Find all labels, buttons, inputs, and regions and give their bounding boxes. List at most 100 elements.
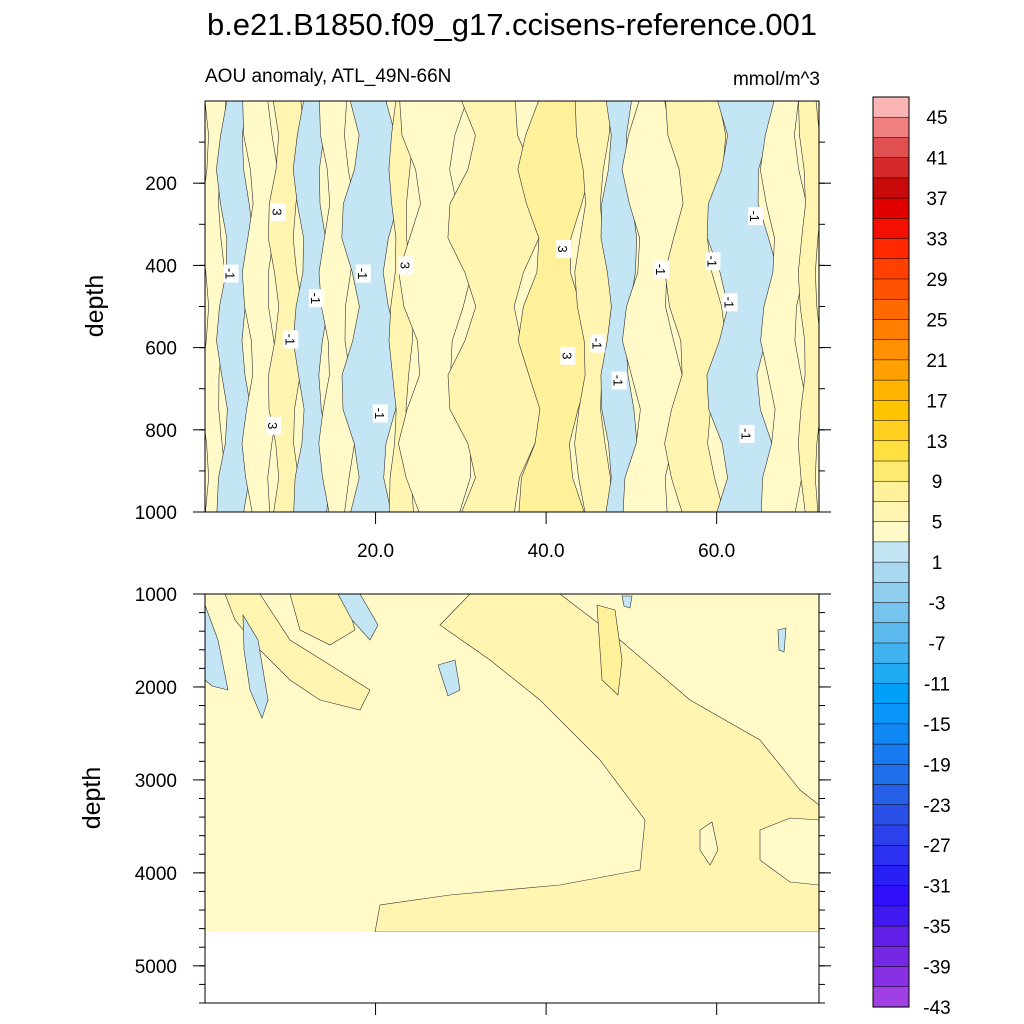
lower-blue-patch-1: [205, 604, 229, 691]
colorbar-label: 33: [926, 230, 947, 251]
colorbar-label: -31: [923, 877, 950, 898]
colorbar-swatch-27: [872, 642, 910, 664]
upper-axes: 200 400 600 800 1000 20.0 40.0 60.0: [135, 141, 831, 562]
lower-blue-patch-3: [337, 594, 379, 641]
lower-ytick-label: 5000: [135, 957, 177, 978]
colorbar-swatch-6: [872, 218, 910, 240]
colorbar-label: -23: [923, 796, 950, 817]
colorbar-swatch-23: [872, 561, 910, 583]
colorbar-label: 45: [926, 108, 947, 129]
upper-ytick-label: 600: [145, 339, 177, 360]
contour-label-box: [398, 256, 414, 275]
contour-label-text: -1: [372, 408, 387, 420]
contour-label-text: -1: [747, 210, 762, 222]
colorbar-swatch-25: [872, 602, 910, 624]
upper-xtick-label: 40.0: [528, 541, 565, 562]
colorbar-swatch-37: [872, 844, 910, 866]
colorbar-label: -35: [923, 917, 950, 938]
colorbar-label: -39: [923, 958, 950, 979]
upper-band-10: [517, 101, 592, 512]
lower-axes: 1000 2000 3000 4000 5000: [135, 585, 831, 1015]
colorbar-swatch-31: [872, 723, 910, 745]
colorbar-swatch-19: [872, 480, 910, 502]
contour-label-11: -1: [611, 371, 627, 390]
contour-label-9: 3: [559, 346, 576, 365]
upper-band-0: [205, 101, 227, 512]
colorbar-swatch-28: [872, 662, 910, 684]
contour-label-box: [223, 264, 239, 283]
colorbar-label: 25: [926, 310, 947, 331]
contour-label-text: -1: [739, 428, 754, 440]
colorbar-swatch-36: [872, 824, 910, 846]
contour-label-6: 3: [397, 256, 414, 275]
colorbar-frame: [872, 96, 910, 1008]
colorbar-label: 5: [932, 513, 943, 534]
colorbar-swatch-4: [872, 177, 910, 199]
colorbar-label: 9: [932, 472, 943, 493]
colorbar-swatch-16: [872, 420, 910, 442]
contour-label-box: [308, 289, 324, 308]
contour-label-7: -1: [372, 404, 388, 423]
contour-label-13: -1: [704, 252, 721, 271]
upper-panel: 3 -1 -1 -1 3 -1 3 -1 3 3 -1 -1 -1 -1 -1 -1 -1 200 400 600 8…: [81, 100, 831, 562]
lower-ytick-label: 3000: [135, 771, 177, 792]
contour-label-text: -1: [282, 334, 297, 346]
contour-label-text: -1: [355, 268, 370, 280]
colorbar-label: 21: [926, 351, 947, 372]
colorbar-swatch-26: [872, 622, 910, 644]
contour-label-text: -1: [223, 268, 238, 280]
upper-ytick-label: 1000: [135, 503, 177, 524]
contour-label-text: 3: [270, 208, 285, 215]
lower-no-data-area: [205, 932, 819, 1003]
colorbar-swatch-2: [872, 137, 910, 159]
contour-label-box: [705, 252, 721, 271]
colorbar-swatch-21: [872, 521, 910, 543]
contour-label-text: -1: [611, 375, 626, 387]
lower-left-lobe-2: [289, 594, 356, 646]
contour-label-1: -1: [223, 264, 239, 283]
colorbar-label: -15: [923, 715, 950, 736]
lower-right-pocket: [759, 817, 819, 886]
colorbar-label: -19: [923, 755, 950, 776]
colorbar-swatch-20: [872, 501, 910, 523]
contour-label-text: -1: [722, 297, 737, 309]
chart-title: b.e21.B1850.f09_g17.ccisens-reference.00…: [207, 7, 817, 42]
colorbar-swatch-3: [872, 157, 910, 179]
colorbar-swatch-32: [872, 743, 910, 765]
colorbar-label: -11: [924, 674, 950, 695]
upper-ytick-label: 200: [145, 174, 177, 195]
contour-label-10: -1: [589, 334, 606, 353]
colorbar-label: -27: [923, 836, 950, 857]
lower-blue-patch-6: [777, 627, 787, 653]
lower-ylabel: depth: [78, 767, 106, 830]
contour-label-5: -1: [355, 264, 371, 283]
colorbar-swatch-43: [872, 966, 910, 988]
contour-label-text: 3: [559, 352, 574, 359]
colorbar-label: -7: [929, 634, 946, 655]
colorbar-swatch-42: [872, 946, 910, 968]
chart-units: mmol/m^3: [733, 69, 820, 90]
upper-xtick-label: 60.0: [698, 541, 735, 562]
colorbar-swatch-30: [872, 703, 910, 725]
contour-label-0: 3: [270, 203, 286, 221]
colorbar-swatch-22: [872, 541, 910, 563]
contour-label-text: -1: [704, 256, 719, 268]
contour-label-box: [283, 330, 299, 349]
lower-blue-patch-4: [437, 659, 461, 697]
contour-label-box: [266, 416, 282, 435]
colorbar-swatch-0: [872, 96, 910, 118]
contour-label-2: -1: [308, 289, 324, 308]
contour-label-text: 3: [265, 422, 280, 429]
upper-contour-labels: 3 -1 -1 -1 3 -1 3 -1 3 3 -1 -1 -1 -1 -1 -1 -1: [223, 203, 763, 443]
contour-label-text: -1: [653, 264, 668, 276]
colorbar-swatch-7: [872, 238, 910, 260]
contour-label-text: -1: [589, 338, 604, 350]
colorbar-label: 13: [926, 432, 947, 453]
contour-label-box: [355, 264, 371, 283]
upper-xtick-label: 20.0: [357, 541, 394, 562]
contour-label-text: -1: [308, 293, 323, 305]
colorbar-swatch-13: [872, 359, 910, 381]
contour-label-3: -1: [282, 330, 299, 349]
contour-label-16: -1: [739, 424, 755, 443]
